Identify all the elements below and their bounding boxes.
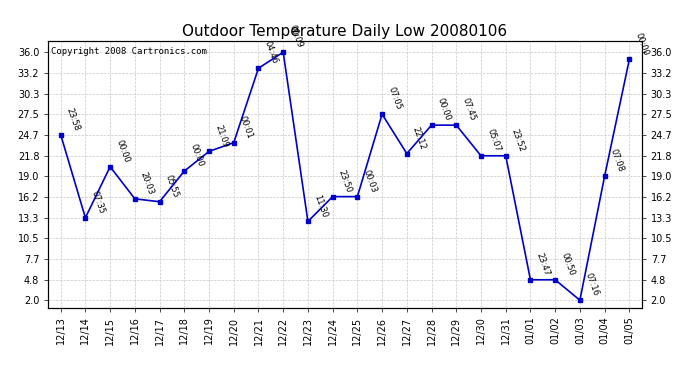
Text: 00:03: 00:03 — [362, 168, 378, 194]
Text: 22:12: 22:12 — [411, 125, 428, 151]
Text: 00:09: 00:09 — [287, 24, 304, 50]
Text: 00:00: 00:00 — [633, 32, 650, 57]
Text: 05:07: 05:07 — [485, 128, 502, 153]
Text: 07:45: 07:45 — [460, 97, 477, 122]
Text: 07:08: 07:08 — [609, 148, 625, 173]
Text: Copyright 2008 Cartronics.com: Copyright 2008 Cartronics.com — [51, 46, 207, 56]
Title: Outdoor Temperature Daily Low 20080106: Outdoor Temperature Daily Low 20080106 — [182, 24, 508, 39]
Text: 11:30: 11:30 — [312, 193, 328, 219]
Text: 20:03: 20:03 — [139, 171, 156, 196]
Text: 23:47: 23:47 — [535, 251, 551, 277]
Text: 00:00: 00:00 — [115, 138, 131, 164]
Text: 04:46: 04:46 — [263, 40, 279, 66]
Text: 21:09: 21:09 — [213, 123, 230, 148]
Text: 23:50: 23:50 — [337, 168, 353, 194]
Text: 23:58: 23:58 — [65, 106, 81, 132]
Text: 00:01: 00:01 — [238, 114, 255, 140]
Text: 05:55: 05:55 — [164, 174, 180, 199]
Text: 00:00: 00:00 — [188, 143, 205, 168]
Text: 00:50: 00:50 — [560, 252, 576, 277]
Text: 23:52: 23:52 — [510, 128, 526, 153]
Text: 00:00: 00:00 — [435, 97, 452, 122]
Text: 07:35: 07:35 — [90, 189, 106, 215]
Text: 07:16: 07:16 — [584, 272, 601, 297]
Text: 07:05: 07:05 — [386, 86, 403, 111]
